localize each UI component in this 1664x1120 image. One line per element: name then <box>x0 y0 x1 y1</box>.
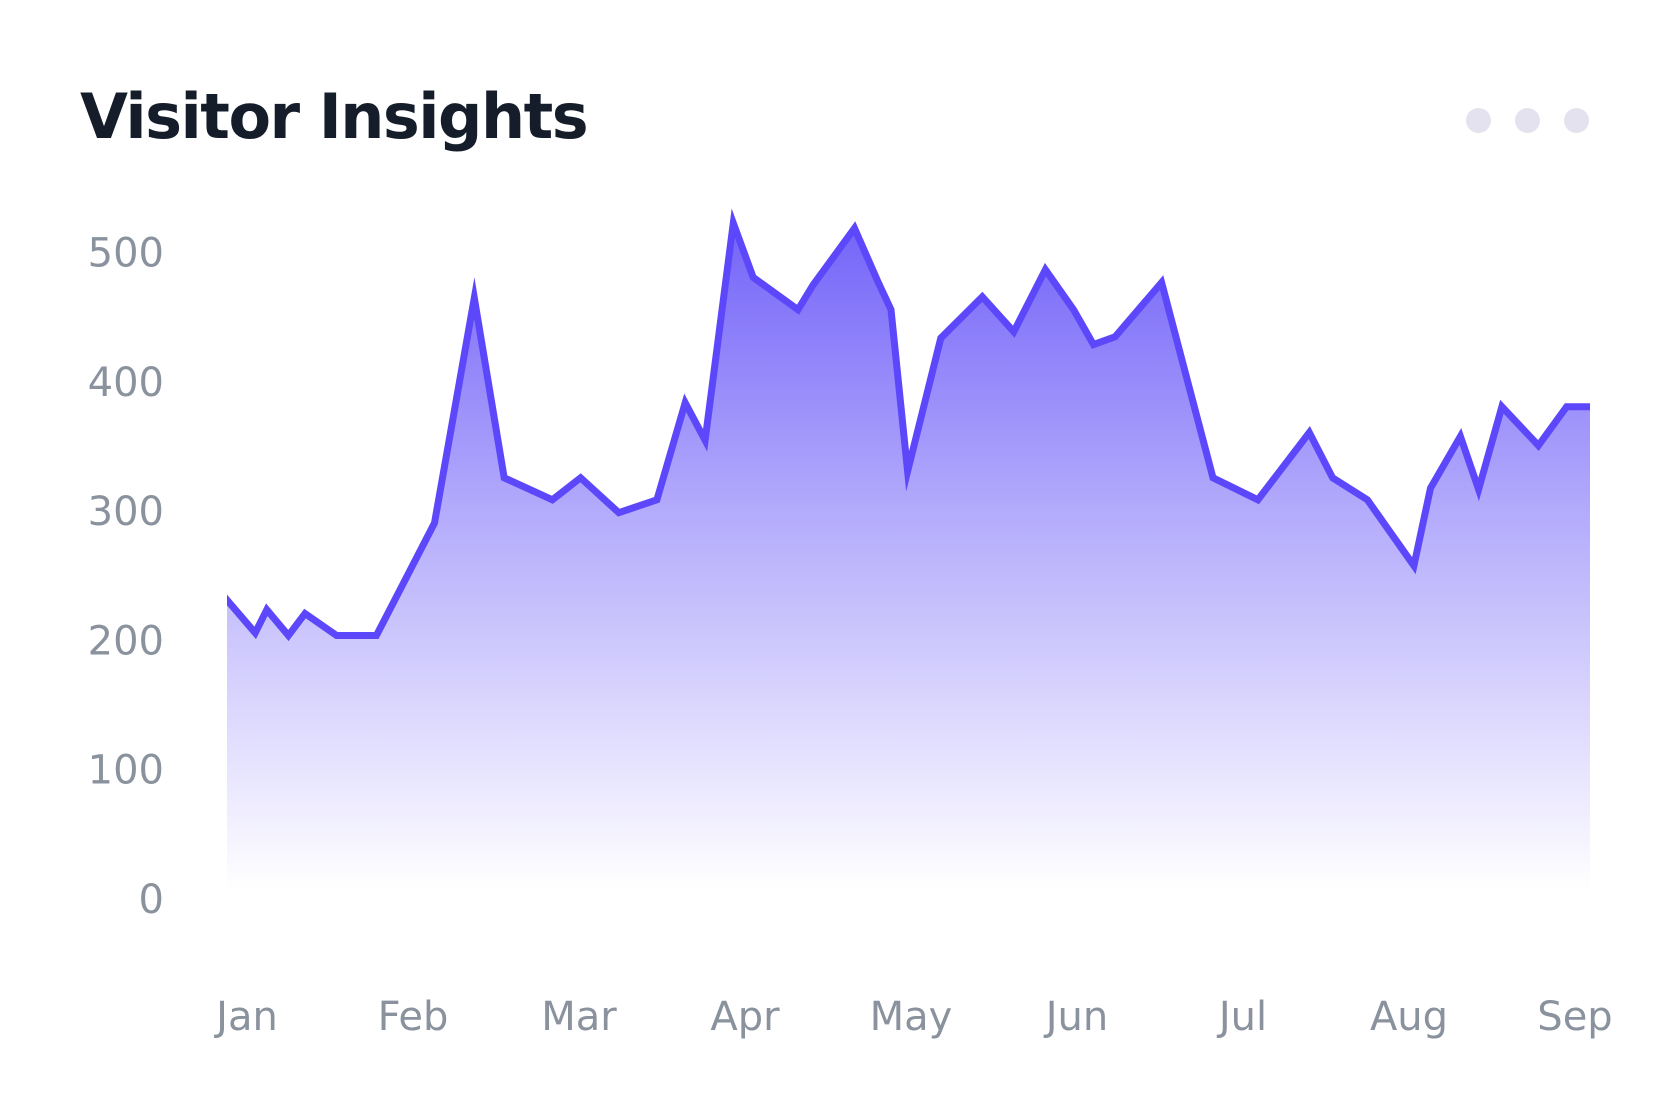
data-point[interactable] <box>373 632 380 639</box>
series-line <box>227 208 1590 642</box>
data-point[interactable] <box>810 282 816 289</box>
data-point[interactable] <box>874 278 881 285</box>
data-point[interactable] <box>1457 433 1464 440</box>
data-point[interactable] <box>1588 404 1595 410</box>
x-tick-label: Jun <box>1043 994 1109 1040</box>
x-tick-label: Jan <box>213 994 278 1040</box>
data-point[interactable] <box>795 306 801 313</box>
y-tick-label: 100 <box>88 748 164 794</box>
data-point[interactable] <box>431 520 438 526</box>
data-point[interactable] <box>615 509 622 516</box>
plot-area <box>207 208 1595 890</box>
x-tick-label: Feb <box>378 994 449 1040</box>
data-point[interactable] <box>1210 474 1216 481</box>
data-point[interactable] <box>702 437 709 444</box>
data-point[interactable] <box>1112 333 1119 340</box>
data-point[interactable] <box>285 632 292 639</box>
data-point[interactable] <box>1498 403 1505 410</box>
y-tick-label: 400 <box>88 360 164 406</box>
data-point[interactable] <box>653 496 660 503</box>
data-point[interactable] <box>1427 485 1434 492</box>
data-point[interactable] <box>1306 429 1313 436</box>
data-point[interactable] <box>333 632 340 639</box>
y-tick-label: 0 <box>139 877 164 923</box>
x-tick-label: Jul <box>1216 994 1267 1040</box>
data-point[interactable] <box>1410 562 1417 569</box>
data-point[interactable] <box>471 295 478 301</box>
data-point[interactable] <box>1329 474 1336 481</box>
y-tick-label: 200 <box>88 618 164 664</box>
data-point[interactable] <box>851 225 858 232</box>
data-point[interactable] <box>222 595 229 601</box>
data-point[interactable] <box>252 629 259 636</box>
y-tick-label: 300 <box>88 489 164 535</box>
x-tick-label: Sep <box>1537 994 1612 1040</box>
data-point[interactable] <box>1364 496 1371 503</box>
data-point[interactable] <box>577 474 584 481</box>
data-point[interactable] <box>979 293 986 300</box>
data-point[interactable] <box>501 474 508 481</box>
data-point[interactable] <box>1090 341 1097 348</box>
data-point[interactable] <box>1158 279 1165 286</box>
x-tick-label: Apr <box>710 994 780 1040</box>
more-horizontal-icon <box>1515 108 1540 133</box>
data-point[interactable] <box>263 606 270 613</box>
series-area <box>227 223 1590 890</box>
data-point[interactable] <box>1475 486 1482 493</box>
more-horizontal-icon <box>1466 108 1491 133</box>
x-tick-label: Mar <box>541 994 617 1040</box>
y-tick-label: 500 <box>88 231 164 277</box>
data-point[interactable] <box>937 335 944 342</box>
data-point[interactable] <box>1070 306 1077 313</box>
x-axis: Jan Feb Mar Apr May Jun Jul Aug Sep <box>213 994 1613 1040</box>
data-point[interactable] <box>1563 403 1570 410</box>
data-point[interactable] <box>1254 496 1261 503</box>
data-point[interactable] <box>750 274 757 281</box>
data-point[interactable] <box>888 306 894 313</box>
data-point[interactable] <box>302 610 308 617</box>
x-tick-label: Aug <box>1370 994 1448 1040</box>
data-point[interactable] <box>549 496 556 503</box>
data-point[interactable] <box>730 220 737 227</box>
x-tick-label: May <box>870 994 953 1040</box>
data-point[interactable] <box>682 399 689 406</box>
data-point[interactable] <box>904 468 911 475</box>
data-point[interactable] <box>207 633 213 639</box>
more-horizontal-icon <box>1564 108 1589 133</box>
data-point[interactable] <box>1010 328 1017 335</box>
more-options-button[interactable] <box>1466 108 1589 133</box>
card-title: Visitor Insights <box>80 80 589 153</box>
data-point[interactable] <box>1042 266 1049 273</box>
y-axis: 0 100 200 300 400 500 <box>88 231 164 924</box>
data-point[interactable] <box>1535 442 1542 449</box>
